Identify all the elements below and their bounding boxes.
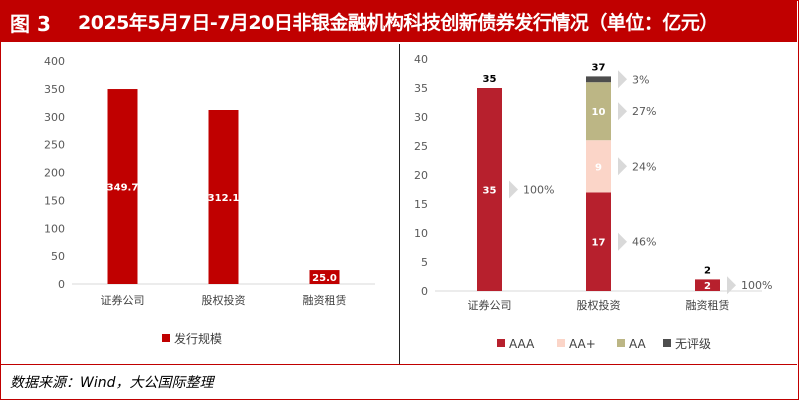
y-tick-label: 250 bbox=[44, 139, 65, 152]
y-tick-label: 0 bbox=[421, 285, 428, 298]
share-label: 46% bbox=[632, 236, 656, 249]
source-note: 数据来源：Wind，大公国际整理 bbox=[10, 375, 214, 391]
legend-swatch bbox=[162, 334, 170, 342]
panel-divider bbox=[399, 44, 400, 364]
x-tick-label: 股权投资 bbox=[577, 298, 621, 312]
data-label: 2 bbox=[704, 281, 711, 292]
y-tick-label: 35 bbox=[414, 82, 428, 95]
legend-label: AA+ bbox=[569, 337, 596, 351]
y-tick-label: 40 bbox=[414, 53, 428, 66]
share-arrow bbox=[509, 180, 518, 199]
x-tick-label: 股权投资 bbox=[202, 293, 246, 307]
y-tick-label: 200 bbox=[44, 167, 65, 180]
bar-证券公司 bbox=[107, 89, 138, 284]
bar-融资租赁 bbox=[309, 270, 340, 284]
bar-segment-AAA bbox=[477, 88, 502, 291]
data-label: 9 bbox=[595, 162, 602, 173]
legend-swatch-无评级 bbox=[663, 339, 671, 347]
legend-swatch-AAplus bbox=[557, 339, 565, 347]
data-label: 10 bbox=[592, 107, 606, 118]
total-label: 35 bbox=[483, 74, 497, 85]
share-arrow bbox=[618, 157, 627, 176]
y-tick-label: 150 bbox=[44, 194, 65, 207]
y-tick-label: 25 bbox=[414, 140, 428, 153]
x-tick-label: 证券公司 bbox=[468, 298, 512, 312]
data-label: 312.1 bbox=[208, 193, 240, 204]
y-tick-label: 20 bbox=[414, 169, 428, 182]
y-tick-label: 10 bbox=[414, 227, 428, 240]
issuance-size-chart: 0 50 100 150 200 250 300 350 400 349.7 证券公司 312.1 股权… bbox=[44, 55, 375, 346]
total-label: 2 bbox=[704, 265, 711, 276]
bar-股权投资 bbox=[208, 110, 239, 285]
y-tick-label: 50 bbox=[51, 250, 65, 263]
y-tick-label: 400 bbox=[44, 55, 65, 68]
legend-label: AAA bbox=[509, 337, 535, 351]
legend-label: 无评级 bbox=[675, 337, 711, 351]
y-tick-label: 0 bbox=[58, 278, 65, 291]
share-label: 27% bbox=[632, 105, 656, 118]
data-label: 349.7 bbox=[107, 183, 139, 194]
share-arrow bbox=[618, 102, 627, 121]
y-tick-label: 300 bbox=[44, 111, 65, 124]
data-label: 35 bbox=[483, 186, 497, 197]
figure-label: 图 3 bbox=[10, 12, 51, 36]
x-tick-label: 融资租赁 bbox=[303, 293, 347, 307]
data-label: 17 bbox=[592, 238, 606, 249]
rating-distribution-chart: 0 5 10 15 20 25 30 35 40 35 100% 35 证券公司 17 46% 9 24% 10 2… bbox=[414, 53, 772, 351]
bar-segment-AAplus bbox=[586, 140, 611, 193]
y-tick-label: 100 bbox=[44, 222, 65, 235]
y-tick-label: 5 bbox=[421, 256, 428, 269]
y-tick-label: 30 bbox=[414, 111, 428, 124]
bar-segment-无评级 bbox=[586, 76, 611, 83]
share-label: 3% bbox=[632, 73, 649, 86]
footer-divider bbox=[0, 364, 797, 365]
total-label: 37 bbox=[592, 62, 606, 73]
y-tick-label: 15 bbox=[414, 198, 428, 211]
figure-header: 图 3 2025年5月7日-7月20日非银金融机构科技创新债券发行情况（单位：亿… bbox=[0, 0, 797, 42]
share-arrow bbox=[727, 276, 736, 295]
legend-label: AA bbox=[629, 337, 647, 351]
bar-segment-AAA bbox=[695, 279, 720, 291]
y-tick-label: 350 bbox=[44, 83, 65, 96]
share-arrow bbox=[618, 70, 627, 89]
data-label: 25.0 bbox=[312, 273, 337, 284]
x-tick-label: 融资租赁 bbox=[686, 298, 730, 312]
legend-swatch-AA bbox=[617, 339, 625, 347]
share-label: 100% bbox=[741, 279, 772, 292]
bar-segment-AAA bbox=[586, 192, 611, 291]
share-label: 24% bbox=[632, 160, 656, 173]
bar-segment-AA bbox=[586, 82, 611, 141]
legend-swatch-AAA bbox=[497, 339, 505, 347]
figure-title: 2025年5月7日-7月20日非银金融机构科技创新债券发行情况（单位：亿元） bbox=[78, 12, 718, 34]
share-arrow bbox=[618, 232, 627, 251]
legend-label: 发行规模 bbox=[174, 331, 222, 346]
share-label: 100% bbox=[523, 184, 554, 197]
x-tick-label: 证券公司 bbox=[101, 293, 145, 307]
